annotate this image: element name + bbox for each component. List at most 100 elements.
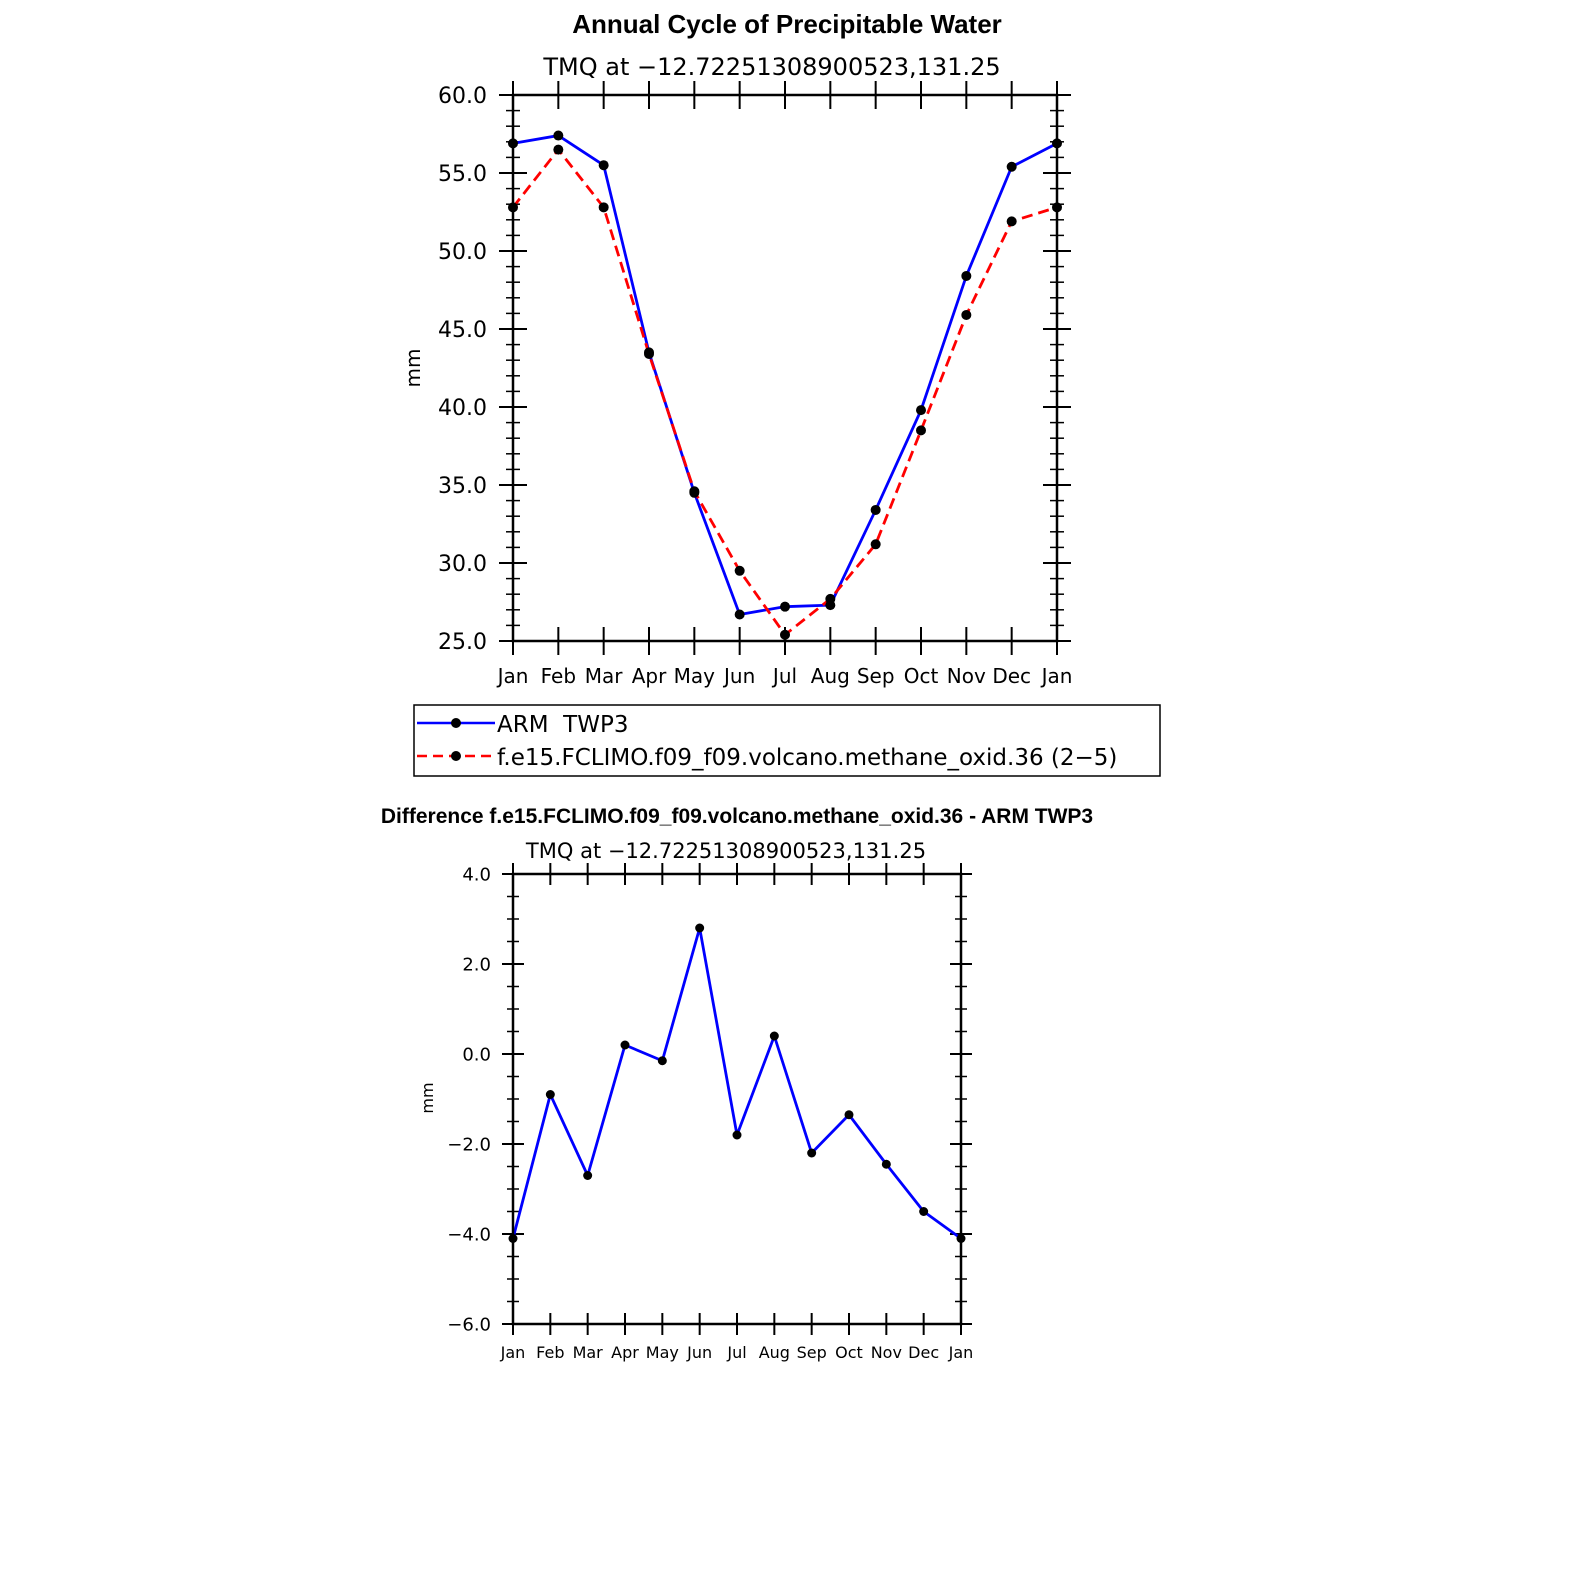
data-point [961,270,972,281]
y-tick-label: 50.0 [438,240,487,265]
x-tick-label: Oct [904,664,939,688]
data-point [961,309,972,320]
x-tick-label: Jan [500,1343,526,1362]
legend-box [413,704,1161,777]
series-lines [511,134,1058,637]
data-point [545,1090,555,1099]
x-tick-label: Feb [541,664,576,688]
data-point [916,425,926,436]
data-point [732,1130,742,1140]
data-point [807,1148,817,1158]
data-point [870,539,881,550]
data-point [1006,216,1017,227]
x-tick-label: Aug [759,1343,790,1362]
x-tick-label: Mar [585,664,624,688]
axis-ticks [502,863,972,1335]
data-point [769,1031,779,1041]
data-point [780,629,790,640]
y-tick-label: 25.0 [438,630,487,655]
y-tick-labels: 25.0 30.0 35.0 40.0 45.0 50.0 55.0 60.0 [438,84,487,655]
data-point [583,1171,593,1180]
plot-frame [511,93,1059,643]
x-tick-labels: Jan Feb Mar Apr May Jun Jul Aug Sep Oct Nov Dec Jan [496,664,1073,688]
data-point [695,923,705,933]
axis-ticks [499,81,1071,655]
y-tick-label: 40.0 [438,396,487,421]
legend-label: ARM TWP3 [497,712,628,738]
x-tick-label: Jun [722,664,755,688]
plot-frame [511,872,963,1326]
difference-chart: Difference f.e15.FCLIMO.f09_f09.volcano.… [381,805,1093,1362]
y-axis-label: mm [418,1082,437,1113]
data-point [620,1040,630,1050]
series-line [512,134,1058,616]
data-point [598,160,609,171]
x-tick-label: Jan [1040,664,1073,688]
series-markers [508,130,1062,640]
series-line [511,148,1058,637]
data-point [734,609,745,620]
y-tick-label: 0.0 [462,1044,491,1065]
y-axis-label: mm [401,349,425,388]
series-lines [511,926,962,1240]
x-tick-label: Jan [948,1343,974,1362]
x-tick-label: Jun [686,1343,712,1362]
x-tick-label: Mar [573,1343,604,1362]
x-tick-label: Jul [726,1343,746,1362]
data-point [689,486,700,497]
x-tick-label: Jul [771,664,797,688]
y-tick-label: −6.0 [447,1314,491,1335]
data-point [881,1159,891,1169]
x-tick-label: Dec [908,1343,939,1362]
y-tick-labels: −6.0 −4.0 −2.0 0.0 2.0 4.0 [447,864,491,1335]
legend: ARM TWP3 f.e15.FCLIMO.f09_f09.volcano.me… [413,704,1161,777]
x-tick-label: Nov [871,1343,902,1362]
y-tick-label: 60.0 [438,84,487,109]
data-point [553,130,564,141]
data-point [825,593,836,604]
chart-title: Annual Cycle of Precipitable Water [572,9,1002,39]
data-point [598,202,609,213]
legend-swatch-marker [451,718,461,728]
y-tick-label: −2.0 [447,1134,491,1155]
data-point [1006,161,1017,172]
legend-swatch-marker [451,751,461,761]
data-point [644,348,654,359]
x-tick-label: Sep [797,1343,827,1362]
y-tick-label: 4.0 [462,864,491,885]
chart-subtitle: TMQ at −12.72251308900523,131.25 [542,53,1000,81]
legend-label: f.e15.FCLIMO.f09_f09.volcano.methane_oxi… [497,745,1117,771]
x-tick-label: Nov [947,664,986,688]
y-tick-label: 55.0 [438,162,487,187]
series-markers [508,923,966,1243]
x-tick-labels: Jan Feb Mar Apr May Jun Jul Aug Sep Oct Nov Dec Jan [500,1343,974,1362]
data-point [919,1207,929,1216]
x-tick-label: Sep [857,664,895,688]
x-tick-label: Apr [611,1343,639,1362]
y-tick-label: 45.0 [438,318,487,343]
x-tick-label: May [674,664,716,688]
legend-entry-arm-twp3: ARM TWP3 [417,712,628,738]
y-tick-label: 2.0 [462,954,491,975]
chart-title: Difference f.e15.FCLIMO.f09_f09.volcano.… [381,805,1093,828]
x-tick-label: Oct [835,1343,863,1362]
legend-entry-model: f.e15.FCLIMO.f09_f09.volcano.methane_oxi… [417,745,1117,771]
x-tick-label: Apr [632,664,667,688]
x-tick-label: Dec [992,664,1031,688]
data-point [657,1056,667,1066]
data-point [844,1110,854,1120]
x-tick-label: Feb [536,1343,564,1362]
x-tick-label: May [646,1343,679,1362]
y-tick-label: 30.0 [438,552,487,577]
data-point [734,565,745,576]
chart-subtitle: TMQ at −12.72251308900523,131.25 [525,839,926,863]
data-point [870,504,881,515]
series-line [511,926,962,1240]
data-point [780,601,790,612]
annual-cycle-chart: Annual Cycle of Precipitable Water TMQ a… [401,9,1072,688]
y-tick-label: −4.0 [447,1224,491,1245]
y-tick-label: 35.0 [438,474,487,499]
data-point [916,405,926,416]
x-tick-label: Jan [496,664,529,688]
